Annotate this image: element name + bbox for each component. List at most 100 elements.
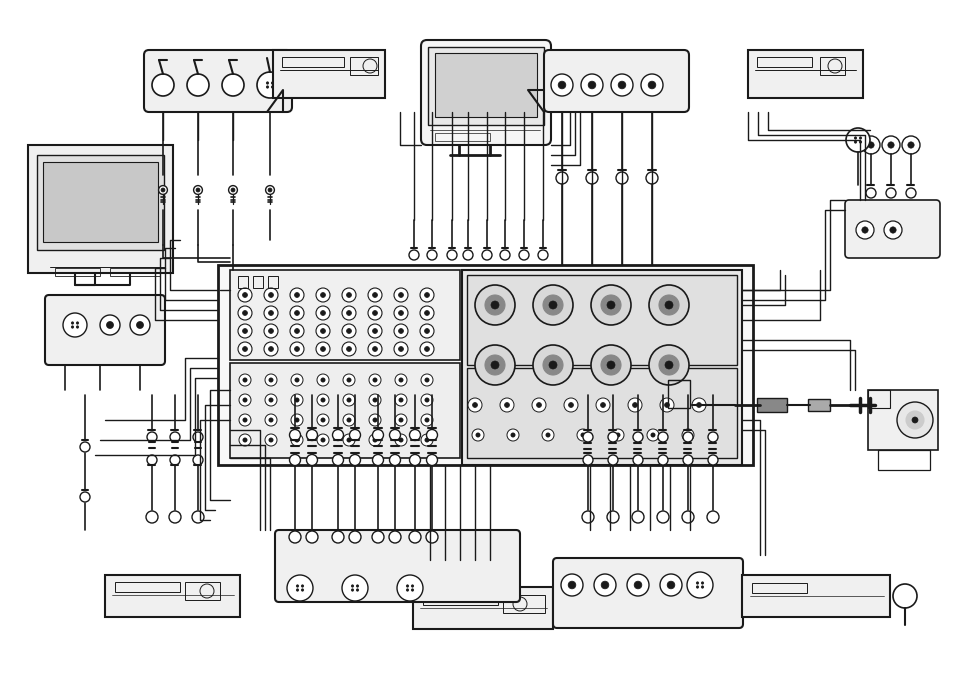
Circle shape: [626, 574, 648, 596]
Circle shape: [398, 438, 403, 442]
Circle shape: [409, 429, 420, 441]
Circle shape: [650, 433, 655, 437]
Circle shape: [657, 511, 668, 523]
Circle shape: [100, 315, 120, 335]
Circle shape: [195, 188, 200, 192]
FancyBboxPatch shape: [543, 50, 688, 112]
Circle shape: [130, 315, 150, 335]
Circle shape: [368, 324, 381, 338]
Circle shape: [373, 378, 376, 382]
Bar: [867, 390, 937, 450]
Circle shape: [664, 402, 669, 408]
FancyBboxPatch shape: [420, 40, 551, 145]
Circle shape: [368, 306, 381, 320]
Circle shape: [581, 511, 594, 523]
Circle shape: [237, 324, 252, 338]
Circle shape: [395, 374, 407, 386]
Circle shape: [343, 414, 355, 426]
Circle shape: [633, 432, 642, 442]
Circle shape: [424, 378, 429, 382]
Circle shape: [294, 310, 299, 315]
Circle shape: [294, 292, 299, 298]
Circle shape: [80, 492, 90, 502]
Circle shape: [582, 455, 593, 465]
Circle shape: [551, 74, 573, 96]
Bar: [751, 583, 806, 593]
Circle shape: [424, 418, 429, 422]
Circle shape: [294, 346, 299, 352]
Circle shape: [71, 322, 73, 324]
Bar: [428, 47, 543, 125]
Circle shape: [481, 250, 492, 260]
Circle shape: [537, 250, 547, 260]
Circle shape: [594, 574, 616, 596]
Circle shape: [424, 329, 429, 333]
Circle shape: [612, 429, 623, 441]
Circle shape: [577, 429, 588, 441]
Circle shape: [187, 74, 209, 96]
Circle shape: [369, 414, 380, 426]
Bar: [230, 363, 459, 458]
Circle shape: [426, 454, 437, 466]
Circle shape: [600, 402, 605, 408]
FancyBboxPatch shape: [45, 295, 165, 365]
Bar: [28, 145, 172, 273]
Circle shape: [355, 585, 358, 587]
Circle shape: [548, 361, 557, 369]
Circle shape: [398, 310, 403, 315]
Circle shape: [658, 432, 667, 442]
Circle shape: [294, 438, 299, 442]
Circle shape: [499, 398, 514, 412]
Circle shape: [341, 324, 355, 338]
Circle shape: [472, 429, 483, 441]
Bar: [237, 276, 248, 288]
Circle shape: [373, 346, 377, 352]
Circle shape: [222, 74, 244, 96]
Circle shape: [395, 414, 407, 426]
Circle shape: [294, 418, 299, 422]
Circle shape: [306, 454, 317, 466]
Circle shape: [242, 346, 247, 352]
Bar: [435, 133, 490, 141]
Circle shape: [691, 398, 705, 412]
Circle shape: [862, 136, 879, 154]
Circle shape: [243, 438, 247, 442]
Circle shape: [373, 438, 376, 442]
Circle shape: [700, 586, 703, 588]
Circle shape: [389, 429, 400, 441]
Circle shape: [394, 288, 408, 302]
Circle shape: [306, 429, 317, 441]
Circle shape: [647, 81, 655, 89]
Circle shape: [349, 454, 360, 466]
Circle shape: [395, 394, 407, 406]
Bar: [422, 595, 497, 605]
Circle shape: [861, 227, 867, 233]
Circle shape: [343, 434, 355, 446]
Circle shape: [634, 581, 641, 589]
Circle shape: [648, 345, 688, 385]
Circle shape: [368, 288, 381, 302]
Circle shape: [582, 432, 593, 442]
Circle shape: [420, 414, 433, 426]
Circle shape: [296, 585, 298, 587]
Circle shape: [169, 511, 181, 523]
Bar: [43, 162, 158, 242]
Circle shape: [420, 374, 433, 386]
Circle shape: [681, 511, 693, 523]
Circle shape: [231, 188, 234, 192]
Circle shape: [372, 454, 383, 466]
Bar: [253, 276, 263, 288]
Bar: [282, 57, 344, 67]
Circle shape: [316, 414, 329, 426]
Circle shape: [341, 306, 355, 320]
Bar: [268, 276, 277, 288]
Circle shape: [542, 355, 562, 375]
Circle shape: [269, 438, 273, 442]
Circle shape: [398, 346, 403, 352]
Circle shape: [265, 374, 276, 386]
Circle shape: [659, 398, 673, 412]
Circle shape: [63, 313, 87, 337]
Circle shape: [265, 414, 276, 426]
Circle shape: [616, 172, 627, 184]
Circle shape: [901, 136, 919, 154]
